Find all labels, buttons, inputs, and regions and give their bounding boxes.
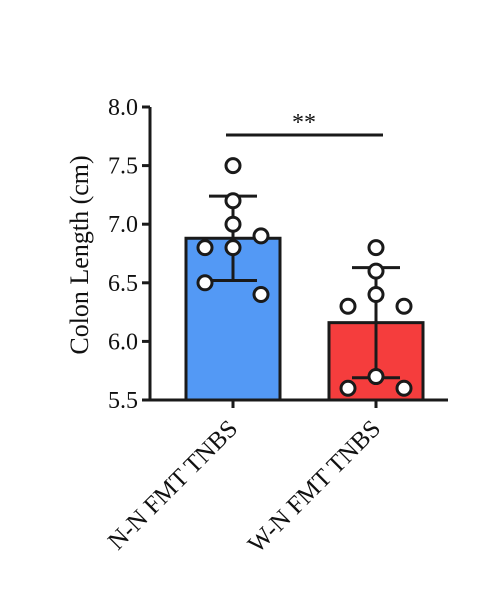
data-point [395, 379, 413, 397]
data-point [196, 274, 214, 292]
data-point [252, 286, 270, 304]
y-tick-label: 6.0 [108, 329, 138, 355]
y-tick-label: 7.0 [108, 212, 138, 238]
data-point [224, 215, 242, 233]
data-point [367, 262, 385, 280]
data-point [224, 192, 242, 210]
y-axis-title: Colon Length (cm) [65, 155, 94, 354]
x-category-label: W-N FMT TNBS [243, 415, 386, 558]
data-point [367, 239, 385, 257]
y-tick-label: 7.5 [108, 154, 138, 180]
data-point [367, 286, 385, 304]
data-point [224, 239, 242, 257]
y-tick-label: 5.5 [108, 388, 138, 414]
data-point [224, 157, 242, 175]
data-point [196, 239, 214, 257]
data-point [367, 368, 385, 386]
y-tick-label: 8.0 [108, 95, 138, 121]
data-point [339, 379, 357, 397]
x-category-label: N-N FMT TNBS [103, 415, 243, 555]
data-point [252, 227, 270, 245]
y-tick-label: 6.5 [108, 271, 138, 297]
chart-marks: 5.5 6.0 6.5 7.0 7.5 8.0 N-N FMT TNBS W-N FMT TN… [103, 95, 448, 558]
significance-label: ** [292, 110, 316, 136]
data-point [339, 297, 357, 315]
data-point [395, 297, 413, 315]
